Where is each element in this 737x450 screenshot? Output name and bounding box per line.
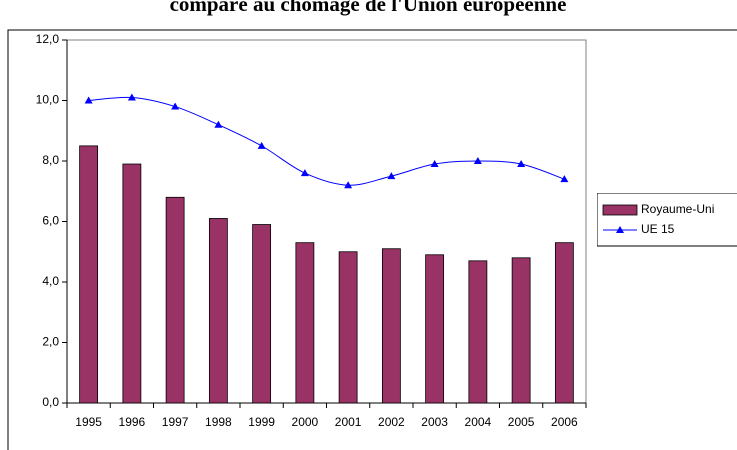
bar — [381, 248, 401, 404]
bar — [554, 242, 574, 404]
bar — [79, 145, 99, 404]
y-tick-label: 0,0 — [42, 395, 59, 409]
bar — [338, 251, 358, 404]
marker — [430, 160, 439, 168]
x-tick-label: 1997 — [162, 415, 189, 429]
y-tick-label: 6,0 — [42, 214, 59, 228]
x-tick-label: 2000 — [292, 415, 319, 429]
y-tick-label: 8,0 — [42, 153, 59, 167]
legend-label: Royaume-Uni — [641, 202, 714, 216]
x-tick-label: 2006 — [551, 415, 578, 429]
marker — [344, 181, 353, 189]
legend-label: UE 15 — [641, 222, 675, 236]
bar — [468, 260, 488, 404]
plot-area — [66, 39, 587, 404]
legend-marker — [616, 226, 624, 233]
y-tick-label: 2,0 — [42, 335, 59, 349]
bar — [425, 254, 445, 404]
x-tick-label: 1996 — [119, 415, 146, 429]
marker — [257, 141, 266, 149]
marker — [300, 169, 309, 177]
marker — [214, 120, 223, 128]
bar — [511, 257, 531, 404]
line — [88, 96, 565, 186]
x-tick-label: 2004 — [465, 415, 492, 429]
x-tick-label: 2005 — [508, 415, 535, 429]
marker — [387, 172, 396, 180]
marker — [127, 93, 136, 101]
legend-box — [597, 193, 737, 247]
bar — [165, 196, 185, 404]
marker — [560, 175, 569, 183]
y-tick-label: 12,0 — [36, 32, 60, 46]
y-tick-label: 4,0 — [42, 274, 59, 288]
x-tick-label: 1999 — [248, 415, 275, 429]
bar — [122, 163, 142, 404]
legend: Royaume-Uni UE 15 — [597, 193, 737, 247]
x-tick-label: 1995 — [75, 415, 102, 429]
legend-swatch — [602, 204, 638, 216]
x-tick-label: 2003 — [421, 415, 448, 429]
x-tick-label: 2001 — [335, 415, 362, 429]
marker — [517, 160, 526, 168]
bar — [252, 224, 272, 404]
marker — [473, 157, 482, 164]
chart-border — [7, 29, 737, 450]
x-tick-label: 2002 — [378, 415, 405, 429]
chart-title: comparé au chômage de l'Union européenne — [170, 0, 567, 16]
marker — [84, 96, 93, 104]
y-tick-label: 10,0 — [36, 93, 60, 107]
bar — [208, 218, 228, 404]
bar — [295, 242, 315, 404]
marker — [171, 102, 180, 110]
x-tick-label: 1998 — [205, 415, 232, 429]
